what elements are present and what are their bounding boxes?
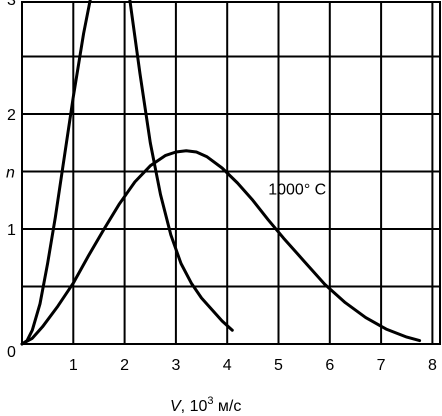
x-axis-title-prefix: , 10: [181, 398, 208, 415]
x-axis-title-variable: V: [170, 398, 182, 415]
origin-label: 0: [7, 344, 16, 361]
y-tick-label: 1: [7, 222, 16, 239]
x-tick-label: 7: [377, 357, 386, 374]
x-tick-label: 6: [325, 357, 334, 374]
y-tick-label: 3: [7, 0, 16, 9]
series-line-2: [20, 149, 422, 346]
x-tick-label: 1: [69, 357, 78, 374]
plot-frame: [21, 1, 441, 345]
x-tick-label: 5: [274, 357, 283, 374]
x-tick-label: 3: [171, 357, 180, 374]
series-line-1: [20, 0, 234, 346]
x-axis-title: V, 103 м/с: [170, 395, 241, 415]
x-tick-label: 8: [428, 357, 437, 374]
series-label-2: 1000° C: [268, 182, 326, 199]
x-tick-label: 4: [223, 357, 232, 374]
x-tick-label: 2: [120, 357, 129, 374]
x-axis-title-exponent: 3: [207, 395, 213, 407]
grid: [21, 1, 441, 345]
y-tick-label: 2: [7, 107, 16, 124]
y-axis-title: n: [6, 165, 15, 182]
x-axis-title-unit: м/с: [213, 398, 241, 415]
curves: [20, 0, 422, 346]
